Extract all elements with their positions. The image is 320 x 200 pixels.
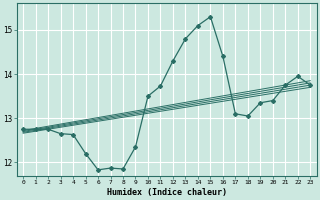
X-axis label: Humidex (Indice chaleur): Humidex (Indice chaleur) [107,188,227,197]
